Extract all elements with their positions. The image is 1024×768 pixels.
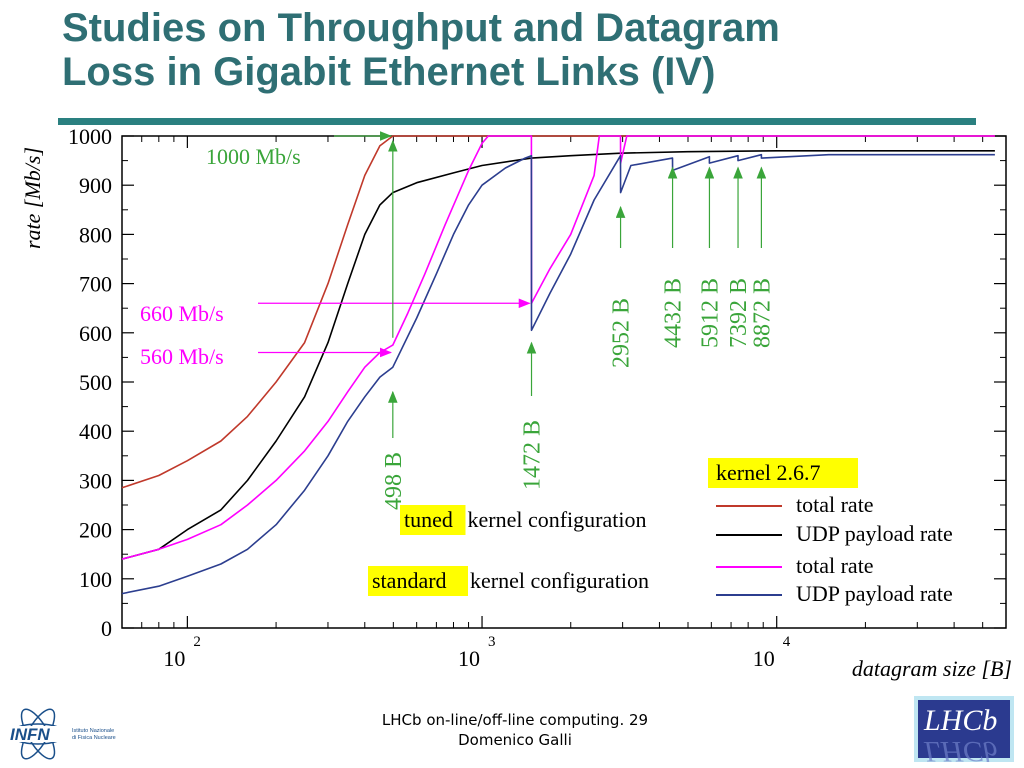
annotation-label: 5912 B: [697, 278, 723, 348]
y-tick-label: 300: [79, 468, 112, 493]
slide-footer: LHCb on-line/off-line computing. 29 Dome…: [300, 710, 730, 750]
annotation-label: 1472 B: [520, 420, 546, 490]
y-tick-label: 400: [79, 419, 112, 444]
y-tick-label: 500: [79, 370, 112, 395]
x-tick-label: 10: [458, 646, 480, 671]
y-tick-label: 900: [79, 173, 112, 198]
title-divider: [58, 118, 976, 125]
legend-group-highlight: [368, 566, 468, 596]
annotation-label: 8872 B: [749, 278, 775, 348]
y-tick-label: 100: [79, 567, 112, 592]
slide-title-line-2: Loss in Gigabit Ethernet Links (IV): [62, 50, 716, 94]
legend-group-keyword: tuned: [404, 507, 453, 532]
y-axis-label: rate [Mb/s]: [20, 147, 45, 249]
slide-title-line-1: Studies on Throughput and Datagram: [62, 6, 780, 50]
x-tick-exponent: 4: [783, 634, 791, 650]
throughput-chart: 0 100 200 300 400 500 600 700 800 900 1000 10 2 10 3 10…: [20, 124, 1012, 681]
slide-title: Studies on Throughput and Datagram Loss …: [62, 6, 1002, 94]
lhcb-logo: LHCb LHCb: [914, 696, 1014, 762]
legend-entry-label: total rate: [796, 492, 874, 517]
annotation-label: 560 Mb/s: [140, 344, 224, 369]
series-line-standard-2: [121, 135, 995, 560]
footer-line-2: Domenico Galli: [458, 731, 572, 749]
y-tick-label: 800: [79, 222, 112, 247]
x-tick-label: 10: [753, 646, 775, 671]
y-tick-label: 200: [79, 518, 112, 543]
x-tick-exponent: 2: [193, 634, 201, 650]
footer-line-1: LHCb on-line/off-line computing. 29: [381, 711, 649, 729]
legend-entry-label: total rate: [796, 553, 874, 578]
series-line-tuned-1: [121, 150, 995, 560]
annotation-label: 7392 B: [726, 278, 752, 348]
annotation-label: 498 B: [381, 452, 407, 510]
y-tick-label: 0: [101, 616, 112, 641]
annotation-label: 2952 B: [609, 298, 635, 368]
series-line-tuned-0: [121, 135, 995, 489]
legend-group-label: kernel configuration: [470, 568, 649, 593]
legend-title-highlight: [708, 458, 858, 488]
annotation-label: 1000 Mb/s: [206, 144, 301, 169]
annotation-label: 4432 B: [661, 278, 687, 348]
legend-group-highlight: [400, 505, 466, 535]
legend-entry-label: UDP payload rate: [796, 521, 953, 546]
y-tick-label: 1000: [68, 124, 112, 149]
legend-entry-label: UDP payload rate: [796, 581, 953, 606]
legend-title: kernel 2.6.7: [716, 460, 820, 485]
legend-group-keyword: standard: [372, 568, 447, 593]
svg-text:LHCb: LHCb: [923, 735, 997, 762]
infn-logo-text: INFN: [10, 725, 50, 744]
lhcb-logo-text: LHCb: [923, 704, 997, 737]
y-tick-label: 700: [79, 272, 112, 297]
x-tick-label: 10: [163, 646, 185, 671]
plot-area: 0 100 200 300 400 500 600 700 800 900 1000 10 2 10 3 10…: [20, 124, 1012, 681]
legend-group-label: kernel configuration: [468, 507, 647, 532]
series-line-standard-3: [121, 153, 995, 595]
infn-logo: INFN Istituto Nazionale di Fisica Nuclea…: [8, 708, 116, 760]
x-tick-exponent: 3: [488, 634, 496, 650]
y-tick-label: 600: [79, 321, 112, 346]
x-axis-label: datagram size [B]: [852, 656, 1012, 681]
annotation-label: 660 Mb/s: [140, 301, 224, 326]
infn-logo-subtext: Istituto Nazionale di Fisica Nucleare: [72, 728, 116, 741]
